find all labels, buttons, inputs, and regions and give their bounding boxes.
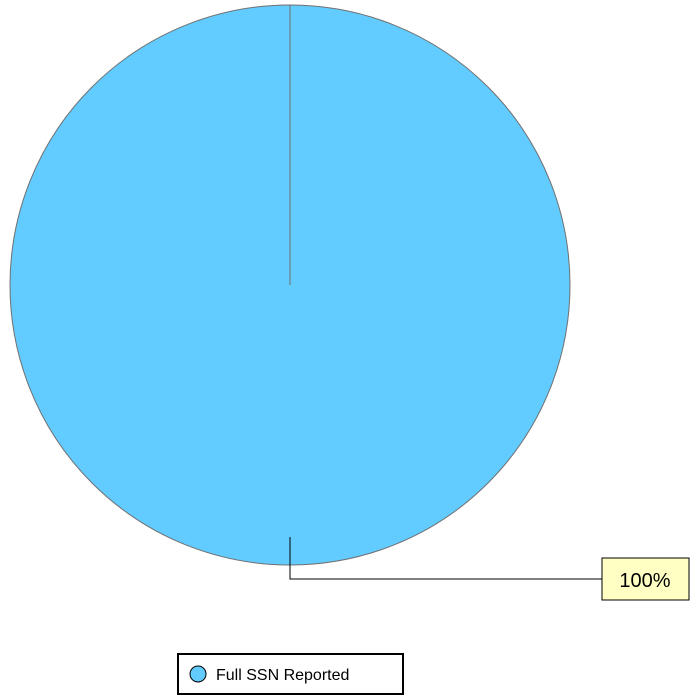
- data-label-box: [601, 557, 690, 601]
- leader-line: [289, 537, 602, 580]
- data-label: 100%: [619, 570, 670, 592]
- pie-slices: [9, 4, 571, 566]
- legend-swatch: [189, 665, 207, 683]
- legend-box: [177, 653, 404, 695]
- legend-label: Full SSN Reported: [216, 667, 349, 684]
